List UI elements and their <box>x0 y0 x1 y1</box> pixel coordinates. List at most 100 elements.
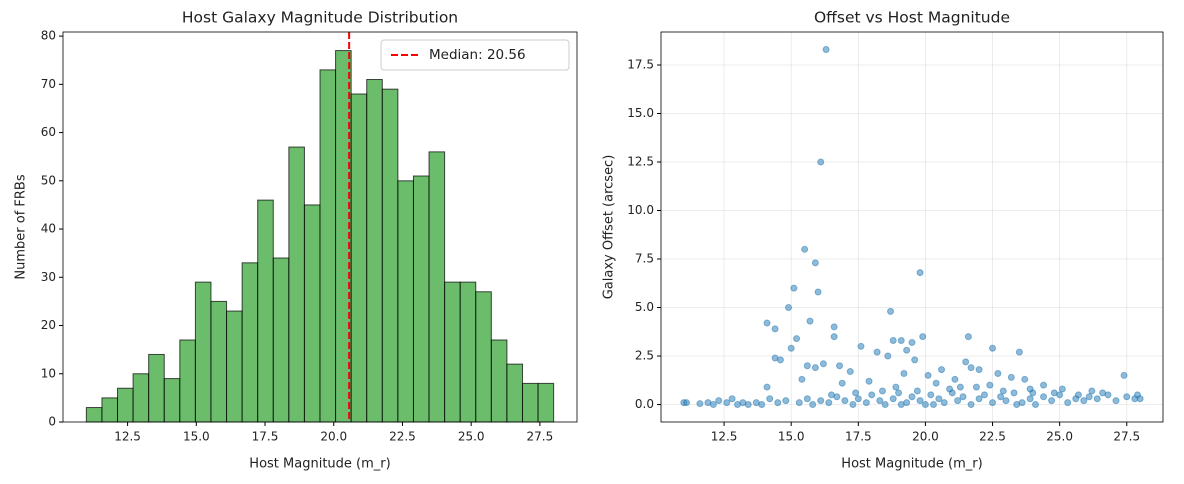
bar <box>303 204 321 423</box>
bar <box>148 353 165 423</box>
bar <box>397 180 414 423</box>
point <box>1031 401 1039 409</box>
x-tick-label: 25.0 <box>458 430 485 444</box>
point <box>1112 397 1120 405</box>
y-tick-label: 5.0 <box>635 300 654 314</box>
point <box>1002 397 1010 405</box>
point <box>785 304 793 312</box>
point <box>962 358 970 366</box>
axes-frame <box>62 31 578 423</box>
point <box>964 333 972 341</box>
point <box>809 401 817 409</box>
point <box>854 395 862 403</box>
point <box>919 333 927 341</box>
point <box>696 400 704 408</box>
point <box>846 368 854 376</box>
subplot: 12.5 15.0 17.5 20.0 22.5 25.0 27.5 0.0 2.5 5.0 7.5… <box>602 9 1164 472</box>
point <box>763 383 771 391</box>
bar <box>272 257 290 423</box>
subplot: Median: 20.56 12.5 15.0 17.5 20.0 22.5 25.0 27.… <box>14 9 578 472</box>
point <box>782 397 790 405</box>
point <box>803 395 811 403</box>
point <box>1088 387 1096 395</box>
point <box>980 391 988 399</box>
point <box>884 352 892 360</box>
bar <box>506 363 523 423</box>
point <box>798 375 806 383</box>
legend-box <box>380 39 570 71</box>
x-tick-label: 17.5 <box>252 430 279 444</box>
point <box>967 364 975 372</box>
point <box>989 344 997 352</box>
point <box>913 387 921 395</box>
x-tick-label: 17.5 <box>845 430 872 444</box>
point <box>967 401 975 409</box>
point <box>878 387 886 395</box>
point <box>935 395 943 403</box>
point <box>744 401 752 409</box>
point <box>975 395 983 403</box>
point <box>951 375 959 383</box>
point <box>954 397 962 405</box>
point <box>932 379 940 387</box>
point <box>790 284 798 292</box>
x-tick-label: 22.5 <box>389 430 416 444</box>
point <box>803 362 811 370</box>
y-tick-label: 0.0 <box>635 397 654 411</box>
point <box>986 381 994 389</box>
bar <box>226 310 243 423</box>
point <box>1013 401 1021 409</box>
point <box>1058 385 1066 393</box>
point <box>876 397 884 405</box>
bar <box>521 382 539 423</box>
point <box>1040 381 1048 389</box>
bar <box>537 382 555 423</box>
y-tick-label: 60 <box>41 125 56 139</box>
y-tick-label: 40 <box>41 222 56 236</box>
point <box>1048 397 1056 405</box>
y-tick-label: 30 <box>41 270 56 284</box>
point <box>806 317 814 325</box>
y-axis-label: Number of FRBs <box>14 174 29 279</box>
point <box>683 399 691 407</box>
point <box>881 401 889 409</box>
bar <box>428 151 446 423</box>
point <box>852 389 860 397</box>
chart-title: Offset vs Host Magnitude <box>814 9 1010 27</box>
bar <box>381 88 399 423</box>
point <box>873 348 881 356</box>
point <box>908 393 916 401</box>
point <box>817 397 825 405</box>
y-tick-label: 17.5 <box>627 57 654 71</box>
y-tick-label: 80 <box>41 29 56 43</box>
point <box>897 337 905 345</box>
point <box>771 325 779 333</box>
point <box>997 393 1005 401</box>
point <box>766 395 774 403</box>
y-tick-label: 12.5 <box>627 155 654 169</box>
point <box>908 338 916 346</box>
point <box>889 395 897 403</box>
point <box>836 362 844 370</box>
point <box>763 319 771 327</box>
point <box>1021 375 1029 383</box>
point <box>994 369 1002 377</box>
point <box>989 399 997 407</box>
bar <box>179 339 196 423</box>
point <box>1064 399 1072 407</box>
point <box>1007 373 1015 381</box>
point <box>887 307 895 315</box>
bar <box>444 281 461 423</box>
x-tick-label: 12.5 <box>711 430 738 444</box>
point <box>929 401 937 409</box>
point <box>1015 348 1023 356</box>
point <box>825 399 833 407</box>
x-axis-label: Host Magnitude (m_r) <box>249 457 390 472</box>
point <box>830 333 838 341</box>
point <box>715 397 723 405</box>
point <box>956 383 964 391</box>
point <box>819 360 827 368</box>
point <box>1056 391 1064 399</box>
point <box>1080 397 1088 405</box>
